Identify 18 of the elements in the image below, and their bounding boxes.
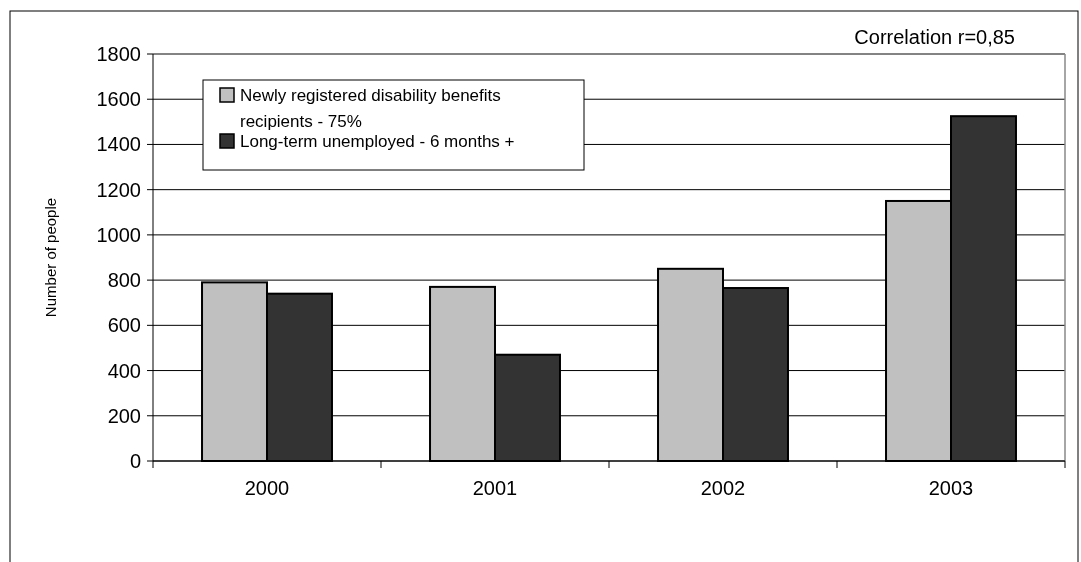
legend-label: Long-term unemployed - 6 months + [240,131,515,151]
y-axis-title: Number of people [42,197,59,318]
y-tick-label: 1800 [96,43,141,65]
y-tick-label: 800 [107,269,141,292]
y-tick-label: 1400 [96,133,141,156]
text: Correlation r=0,85 [854,26,1015,48]
x-tick-label: 2003 [928,477,974,499]
y-tick-label: 1000 [96,223,141,246]
y-tick-label: 400 [107,359,141,382]
legend-label: Newly registered disability benefits recipients - 75% [240,85,501,131]
y-tick-label: 600 [107,314,141,337]
x-tick-label: 2000 [244,477,290,499]
x-tick-label: 2001 [472,477,518,499]
y-tick-label: 1600 [96,88,141,111]
y-tick-label: 200 [107,404,141,427]
y-tick-label: 1200 [96,178,141,201]
x-tick-label: 2002 [700,477,746,499]
y-tick-label: 0 [129,450,141,472]
